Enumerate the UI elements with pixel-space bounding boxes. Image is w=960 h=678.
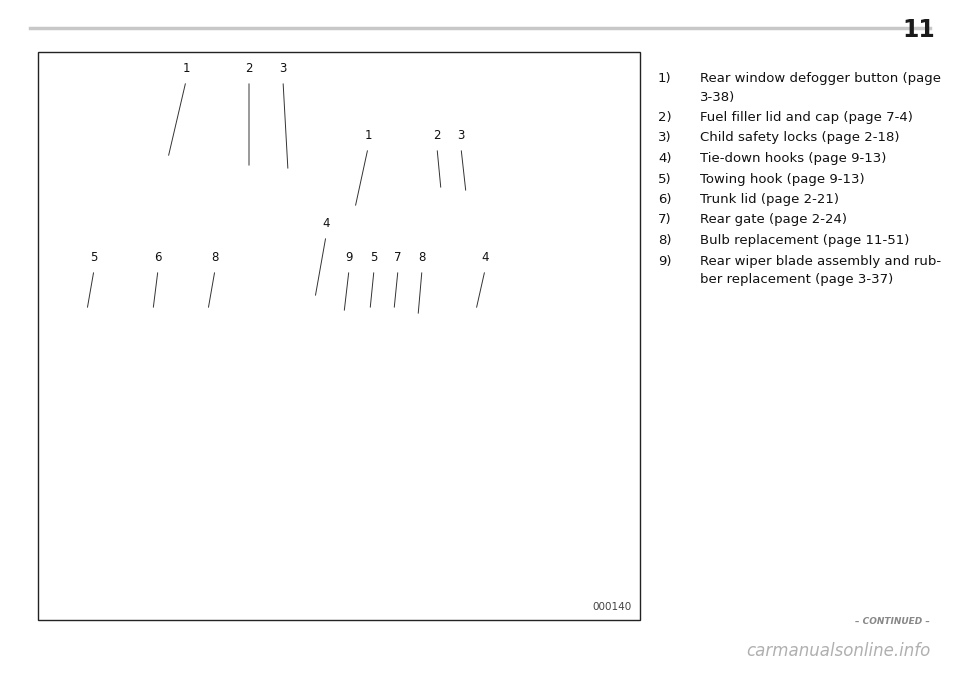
Text: Child safety locks (page 2-18): Child safety locks (page 2-18) bbox=[700, 132, 900, 144]
Text: 3): 3) bbox=[658, 132, 672, 144]
Text: ber replacement (page 3-37): ber replacement (page 3-37) bbox=[700, 273, 893, 286]
Text: carmanualsonline.info: carmanualsonline.info bbox=[746, 642, 930, 660]
Text: 3-38): 3-38) bbox=[700, 90, 735, 104]
Text: 4): 4) bbox=[658, 152, 671, 165]
Text: 9: 9 bbox=[346, 251, 352, 264]
Text: Fuel filler lid and cap (page 7-4): Fuel filler lid and cap (page 7-4) bbox=[700, 111, 913, 124]
Text: Rear window defogger button (page: Rear window defogger button (page bbox=[700, 72, 941, 85]
Bar bbox=[38, 52, 640, 620]
Text: 8: 8 bbox=[211, 251, 219, 264]
Text: 2: 2 bbox=[245, 62, 252, 75]
Text: 6): 6) bbox=[658, 193, 671, 206]
Text: Tie-down hooks (page 9-13): Tie-down hooks (page 9-13) bbox=[700, 152, 886, 165]
Text: 1: 1 bbox=[182, 62, 190, 75]
Text: 000140: 000140 bbox=[592, 602, 632, 612]
Text: 11: 11 bbox=[902, 18, 935, 42]
Text: 4: 4 bbox=[481, 251, 489, 264]
Text: 8): 8) bbox=[658, 234, 671, 247]
Text: 4: 4 bbox=[323, 217, 329, 230]
Text: 3: 3 bbox=[457, 129, 465, 142]
Text: 1): 1) bbox=[658, 72, 672, 85]
Text: 7: 7 bbox=[395, 251, 401, 264]
Text: 2): 2) bbox=[658, 111, 672, 124]
Text: 1: 1 bbox=[364, 129, 372, 142]
Text: 9): 9) bbox=[658, 254, 671, 268]
Text: Trunk lid (page 2-21): Trunk lid (page 2-21) bbox=[700, 193, 839, 206]
Text: Rear gate (page 2-24): Rear gate (page 2-24) bbox=[700, 214, 847, 226]
Text: Rear wiper blade assembly and rub-: Rear wiper blade assembly and rub- bbox=[700, 254, 941, 268]
Text: Bulb replacement (page 11-51): Bulb replacement (page 11-51) bbox=[700, 234, 909, 247]
Text: Towing hook (page 9-13): Towing hook (page 9-13) bbox=[700, 172, 865, 186]
Text: 5: 5 bbox=[371, 251, 377, 264]
Text: 6: 6 bbox=[155, 251, 161, 264]
Text: 7): 7) bbox=[658, 214, 672, 226]
Text: 5: 5 bbox=[90, 251, 98, 264]
Text: 3: 3 bbox=[279, 62, 287, 75]
Text: 2: 2 bbox=[433, 129, 441, 142]
Text: 8: 8 bbox=[419, 251, 425, 264]
Text: 5): 5) bbox=[658, 172, 672, 186]
Text: – CONTINUED –: – CONTINUED – bbox=[855, 617, 930, 626]
